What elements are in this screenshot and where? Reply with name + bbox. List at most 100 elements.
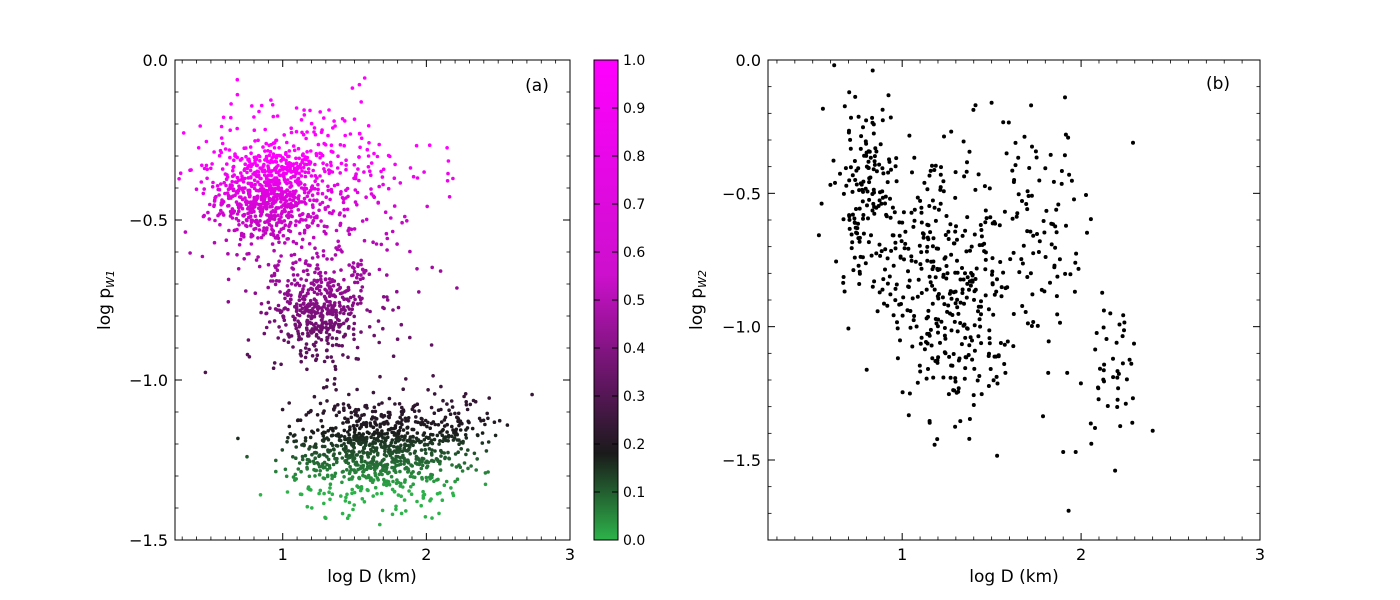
point-b xyxy=(1023,310,1028,314)
point-a xyxy=(274,223,279,228)
point-b xyxy=(887,274,892,279)
point-a xyxy=(353,174,358,178)
point-a xyxy=(442,483,447,488)
point-a xyxy=(274,279,279,283)
point-a xyxy=(313,311,318,316)
point-a xyxy=(415,267,419,271)
point-a xyxy=(331,284,336,288)
point-b xyxy=(863,139,868,144)
point-a xyxy=(316,191,320,196)
point-b xyxy=(912,314,917,318)
point-a xyxy=(320,308,325,313)
point-a xyxy=(395,289,399,294)
point-a xyxy=(275,114,280,118)
point-a xyxy=(264,220,269,224)
point-b xyxy=(1020,261,1025,266)
point-a xyxy=(368,421,373,426)
point-b xyxy=(878,253,883,258)
point-b xyxy=(885,180,890,185)
point-b xyxy=(992,292,997,297)
point-b xyxy=(1057,257,1062,262)
point-a xyxy=(294,326,299,331)
point-a xyxy=(279,329,284,334)
point-b xyxy=(994,374,999,379)
point-b xyxy=(1030,144,1034,149)
point-b xyxy=(939,165,943,170)
point-a xyxy=(272,248,276,253)
point-a xyxy=(309,149,313,153)
point-a xyxy=(393,432,398,436)
point-b xyxy=(1011,250,1016,255)
point-b xyxy=(983,220,988,225)
point-b xyxy=(888,115,893,120)
point-a xyxy=(256,170,261,174)
point-a xyxy=(246,338,251,342)
point-a xyxy=(274,166,278,170)
point-a xyxy=(359,100,364,104)
point-b xyxy=(942,333,947,338)
point-a xyxy=(420,456,425,461)
point-a xyxy=(315,301,319,306)
point-a xyxy=(406,460,410,464)
point-a xyxy=(355,387,359,392)
point-a xyxy=(386,153,391,158)
point-b xyxy=(963,355,968,360)
point-a xyxy=(282,133,287,137)
point-a xyxy=(327,490,331,495)
point-b xyxy=(927,274,932,279)
point-a xyxy=(348,312,352,317)
point-a xyxy=(303,439,308,443)
point-b xyxy=(943,233,948,237)
point-b-outlier xyxy=(1061,450,1066,454)
point-b xyxy=(968,335,973,340)
point-a xyxy=(229,115,233,120)
point-b xyxy=(1053,245,1058,250)
point-a xyxy=(310,452,314,457)
point-b xyxy=(862,153,867,158)
point-a xyxy=(360,285,365,289)
point-a xyxy=(320,153,325,158)
point-a xyxy=(283,223,288,227)
point-a xyxy=(305,504,310,509)
point-b xyxy=(999,285,1004,290)
point-a xyxy=(301,269,306,274)
colorbar-tick-label: 0.9 xyxy=(623,101,645,117)
point-a xyxy=(248,145,253,149)
point-a xyxy=(340,480,344,485)
point-b xyxy=(842,104,847,109)
point-b xyxy=(1096,397,1101,402)
point-b xyxy=(941,179,946,184)
point-a xyxy=(254,172,258,177)
point-a xyxy=(386,186,391,191)
point-a xyxy=(272,273,277,278)
point-b xyxy=(871,201,876,206)
point-a xyxy=(369,417,374,421)
point-b xyxy=(852,220,857,225)
point-a xyxy=(336,239,341,244)
point-a xyxy=(290,198,295,203)
point-a xyxy=(353,280,357,285)
point-a xyxy=(244,289,248,293)
point-b xyxy=(979,312,983,317)
point-b xyxy=(1005,285,1010,290)
point-b xyxy=(869,253,874,258)
point-a xyxy=(415,499,419,504)
point-a xyxy=(241,221,245,225)
point-b xyxy=(911,318,916,323)
point-a xyxy=(369,476,373,480)
point-a xyxy=(340,308,344,312)
point-a xyxy=(414,143,419,148)
point-a xyxy=(246,181,250,186)
point-b xyxy=(976,334,981,339)
point-a xyxy=(352,227,357,231)
panel-a-ylabel: log pW1 xyxy=(95,270,117,330)
point-b xyxy=(951,241,956,246)
point-a xyxy=(296,337,301,342)
point-b xyxy=(964,169,969,174)
point-a xyxy=(302,294,306,299)
point-b xyxy=(897,302,902,307)
point-b xyxy=(984,216,989,221)
point-b xyxy=(1059,181,1064,186)
point-b xyxy=(1001,120,1006,125)
panel-b-ylabel-main: log p xyxy=(687,288,707,330)
